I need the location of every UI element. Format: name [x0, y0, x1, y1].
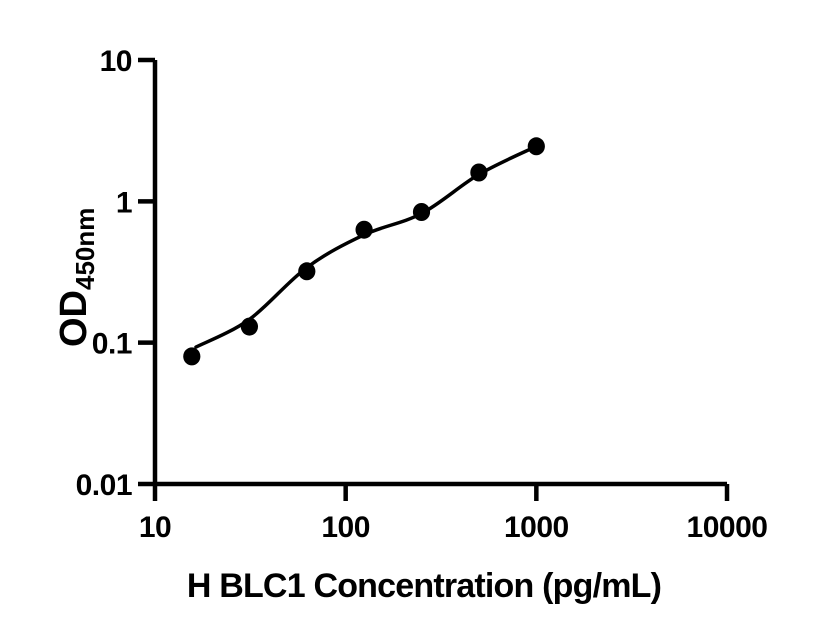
x-tick-label: 1000: [504, 511, 569, 544]
x-axis-title: H BLC1 Concentration (pg/mL): [187, 567, 661, 605]
data-point: [240, 317, 258, 336]
x-tick-label: 10: [139, 511, 171, 544]
y-axis-title-main: OD: [53, 290, 95, 347]
data-point: [470, 163, 488, 182]
data-point: [355, 220, 373, 239]
y-tick-label: 0.01: [76, 469, 132, 502]
data-point: [527, 137, 545, 156]
y-tick-label: 1: [116, 186, 132, 219]
x-tick-label: 100: [321, 511, 370, 544]
y-tick-label: 10: [100, 45, 132, 78]
y-axis-title: OD450nm: [53, 208, 100, 347]
y-tick-label: 0.1: [92, 328, 132, 361]
data-point: [183, 347, 201, 366]
x-tick-label: 10000: [687, 511, 768, 544]
y-axis-title-subscript: 450nm: [70, 208, 100, 290]
data-point: [412, 203, 431, 221]
plot-area: 10 100 1000 10000 10 1 0.1 0.01: [76, 45, 768, 544]
data-point: [298, 262, 316, 281]
